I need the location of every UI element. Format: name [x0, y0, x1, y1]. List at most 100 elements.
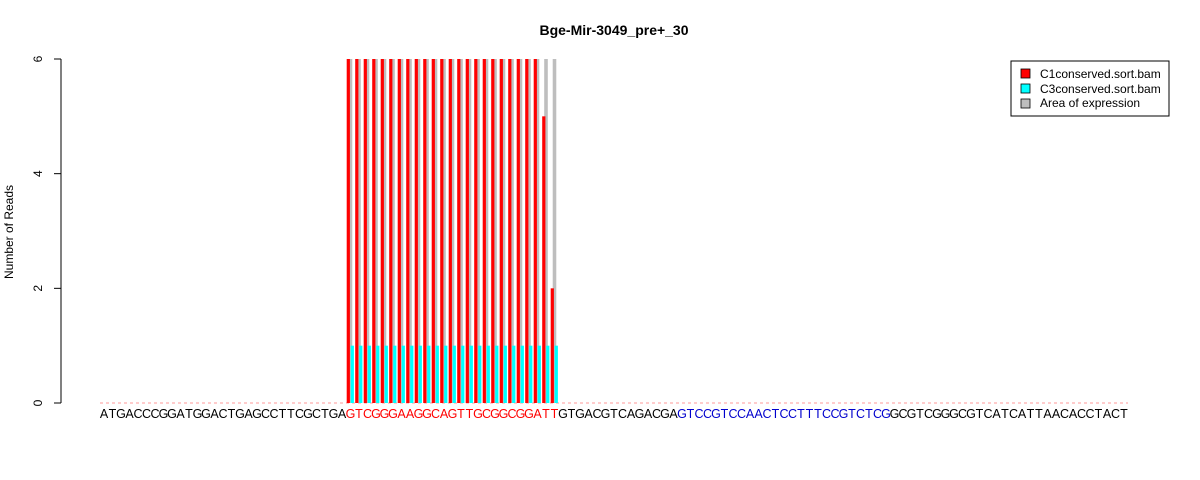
bar-c1: [431, 59, 435, 403]
bar-c3: [393, 345, 397, 403]
bar-c1: [397, 59, 401, 403]
sequence-letter: A: [533, 407, 542, 421]
legend-label-c1: C1conserved.sort.bam: [1040, 67, 1161, 81]
sequence-letter: C: [618, 407, 627, 421]
area-of-expression-bar: [493, 59, 497, 403]
area-of-expression-bar: [399, 59, 404, 403]
sequence-letter: T: [542, 407, 550, 421]
sequence-letter: C: [431, 407, 440, 421]
bar-c1: [355, 59, 359, 403]
sequence-letter: C: [1077, 407, 1086, 421]
sequence-letter: G: [201, 407, 211, 421]
chart-title: Bge-Mir-3049_pre+_30: [539, 22, 688, 38]
sequence-letter: C: [924, 407, 933, 421]
bar-c3: [512, 345, 516, 403]
sequence-letter: C: [269, 407, 278, 421]
sequence-letter: G: [881, 407, 891, 421]
bar-c3: [546, 345, 550, 403]
y-tick-label: 4: [31, 170, 45, 177]
sequence-letter: A: [627, 407, 636, 421]
sequence-letter: G: [839, 407, 849, 421]
sequence-letter: A: [210, 407, 219, 421]
bar-c1: [542, 116, 546, 403]
area-of-expression-bar: [365, 59, 370, 403]
area-of-expression-bar: [510, 59, 514, 403]
sequence-letter: G: [371, 407, 381, 421]
sequence-letter: G: [660, 407, 670, 421]
sequence-letter: G: [907, 407, 917, 421]
bar-c1: [372, 59, 376, 403]
sequence-letter: G: [711, 407, 721, 421]
bar-c3: [461, 345, 465, 403]
legend-swatch-c1: [1020, 68, 1031, 79]
legend-swatch-c3: [1020, 83, 1031, 94]
area-of-expression-bar: [527, 59, 531, 403]
sequence-letter: G: [473, 407, 483, 421]
sequence-letter: C: [873, 407, 882, 421]
sequence-letter: T: [814, 407, 822, 421]
sequence-letter: A: [338, 407, 347, 421]
bar-c1: [516, 59, 520, 403]
sequence-letter: T: [355, 407, 363, 421]
bar-c1: [474, 59, 478, 403]
area-of-expression-bar: [476, 59, 480, 403]
sequence-letter: G: [635, 407, 645, 421]
sequence-letter: A: [1052, 407, 1061, 421]
sequence-letter: C: [822, 407, 831, 421]
bar-c3: [520, 345, 524, 403]
bar-c3: [359, 345, 363, 403]
sequence-letter: A: [125, 407, 134, 421]
sequence-letter: G: [388, 407, 398, 421]
sequence-letter: C: [482, 407, 491, 421]
area-of-expression-bar: [433, 59, 438, 403]
legend: C1conserved.sort.bam C3conserved.sort.ba…: [1010, 60, 1170, 117]
sequence-letter: G: [490, 407, 500, 421]
y-tick-label: 6: [31, 55, 45, 62]
sequence-letter: C: [133, 407, 142, 421]
sequence-letter: C: [312, 407, 321, 421]
bar-c1: [465, 59, 469, 403]
sequence-letter: A: [176, 407, 185, 421]
area-of-expression-bar: [544, 59, 548, 403]
area-of-expression-bar: [467, 59, 472, 403]
sequence-letter: T: [109, 407, 117, 421]
sequence-letter: T: [797, 407, 805, 421]
bar-c1: [380, 59, 384, 403]
sequence-letter: C: [150, 407, 159, 421]
sequence-letter: C: [1060, 407, 1069, 421]
sequence-letter: G: [252, 407, 262, 421]
sequence-letter: A: [244, 407, 253, 421]
bar-c3: [427, 345, 431, 403]
sequence-letter: T: [806, 407, 814, 421]
sequence-letter: A: [1103, 407, 1112, 421]
area-of-expression-bar: [459, 59, 463, 403]
sequence-letter: T: [1027, 407, 1035, 421]
sequence-letter: G: [159, 407, 169, 421]
sequence-letter: G: [193, 407, 203, 421]
sequence-letter: A: [406, 407, 415, 421]
bar-c3: [376, 345, 380, 403]
bar-c1: [482, 59, 486, 403]
sequence-letter: C: [694, 407, 703, 421]
sequence-letter: T: [279, 407, 287, 421]
area-of-expression-bar: [518, 59, 523, 403]
bar-c1: [525, 59, 529, 403]
bar-c1: [491, 59, 495, 403]
sequence-letter: C: [295, 407, 304, 421]
sequence-letter: A: [1018, 407, 1027, 421]
sequence-letter: T: [466, 407, 474, 421]
y-tick-label: 0: [31, 399, 45, 406]
sequence-letter: T: [976, 407, 984, 421]
bar-c1: [533, 59, 537, 403]
sequence-letter: T: [551, 407, 559, 421]
sequence-letter: C: [1009, 407, 1018, 421]
sequence-letter: A: [754, 407, 763, 421]
sequence-letter: T: [321, 407, 329, 421]
bar-c3: [503, 345, 507, 403]
sequence-letter: G: [575, 407, 585, 421]
bar-c3: [486, 345, 490, 403]
sequence-letter: T: [610, 407, 618, 421]
sequence-labels: A T G A C C C GG A T GG A C T G A G C C T T C G C T G A G T C GGG A A GG C…: [100, 407, 1128, 421]
sequence-letter: C: [830, 407, 839, 421]
sequence-letter: G: [116, 407, 126, 421]
